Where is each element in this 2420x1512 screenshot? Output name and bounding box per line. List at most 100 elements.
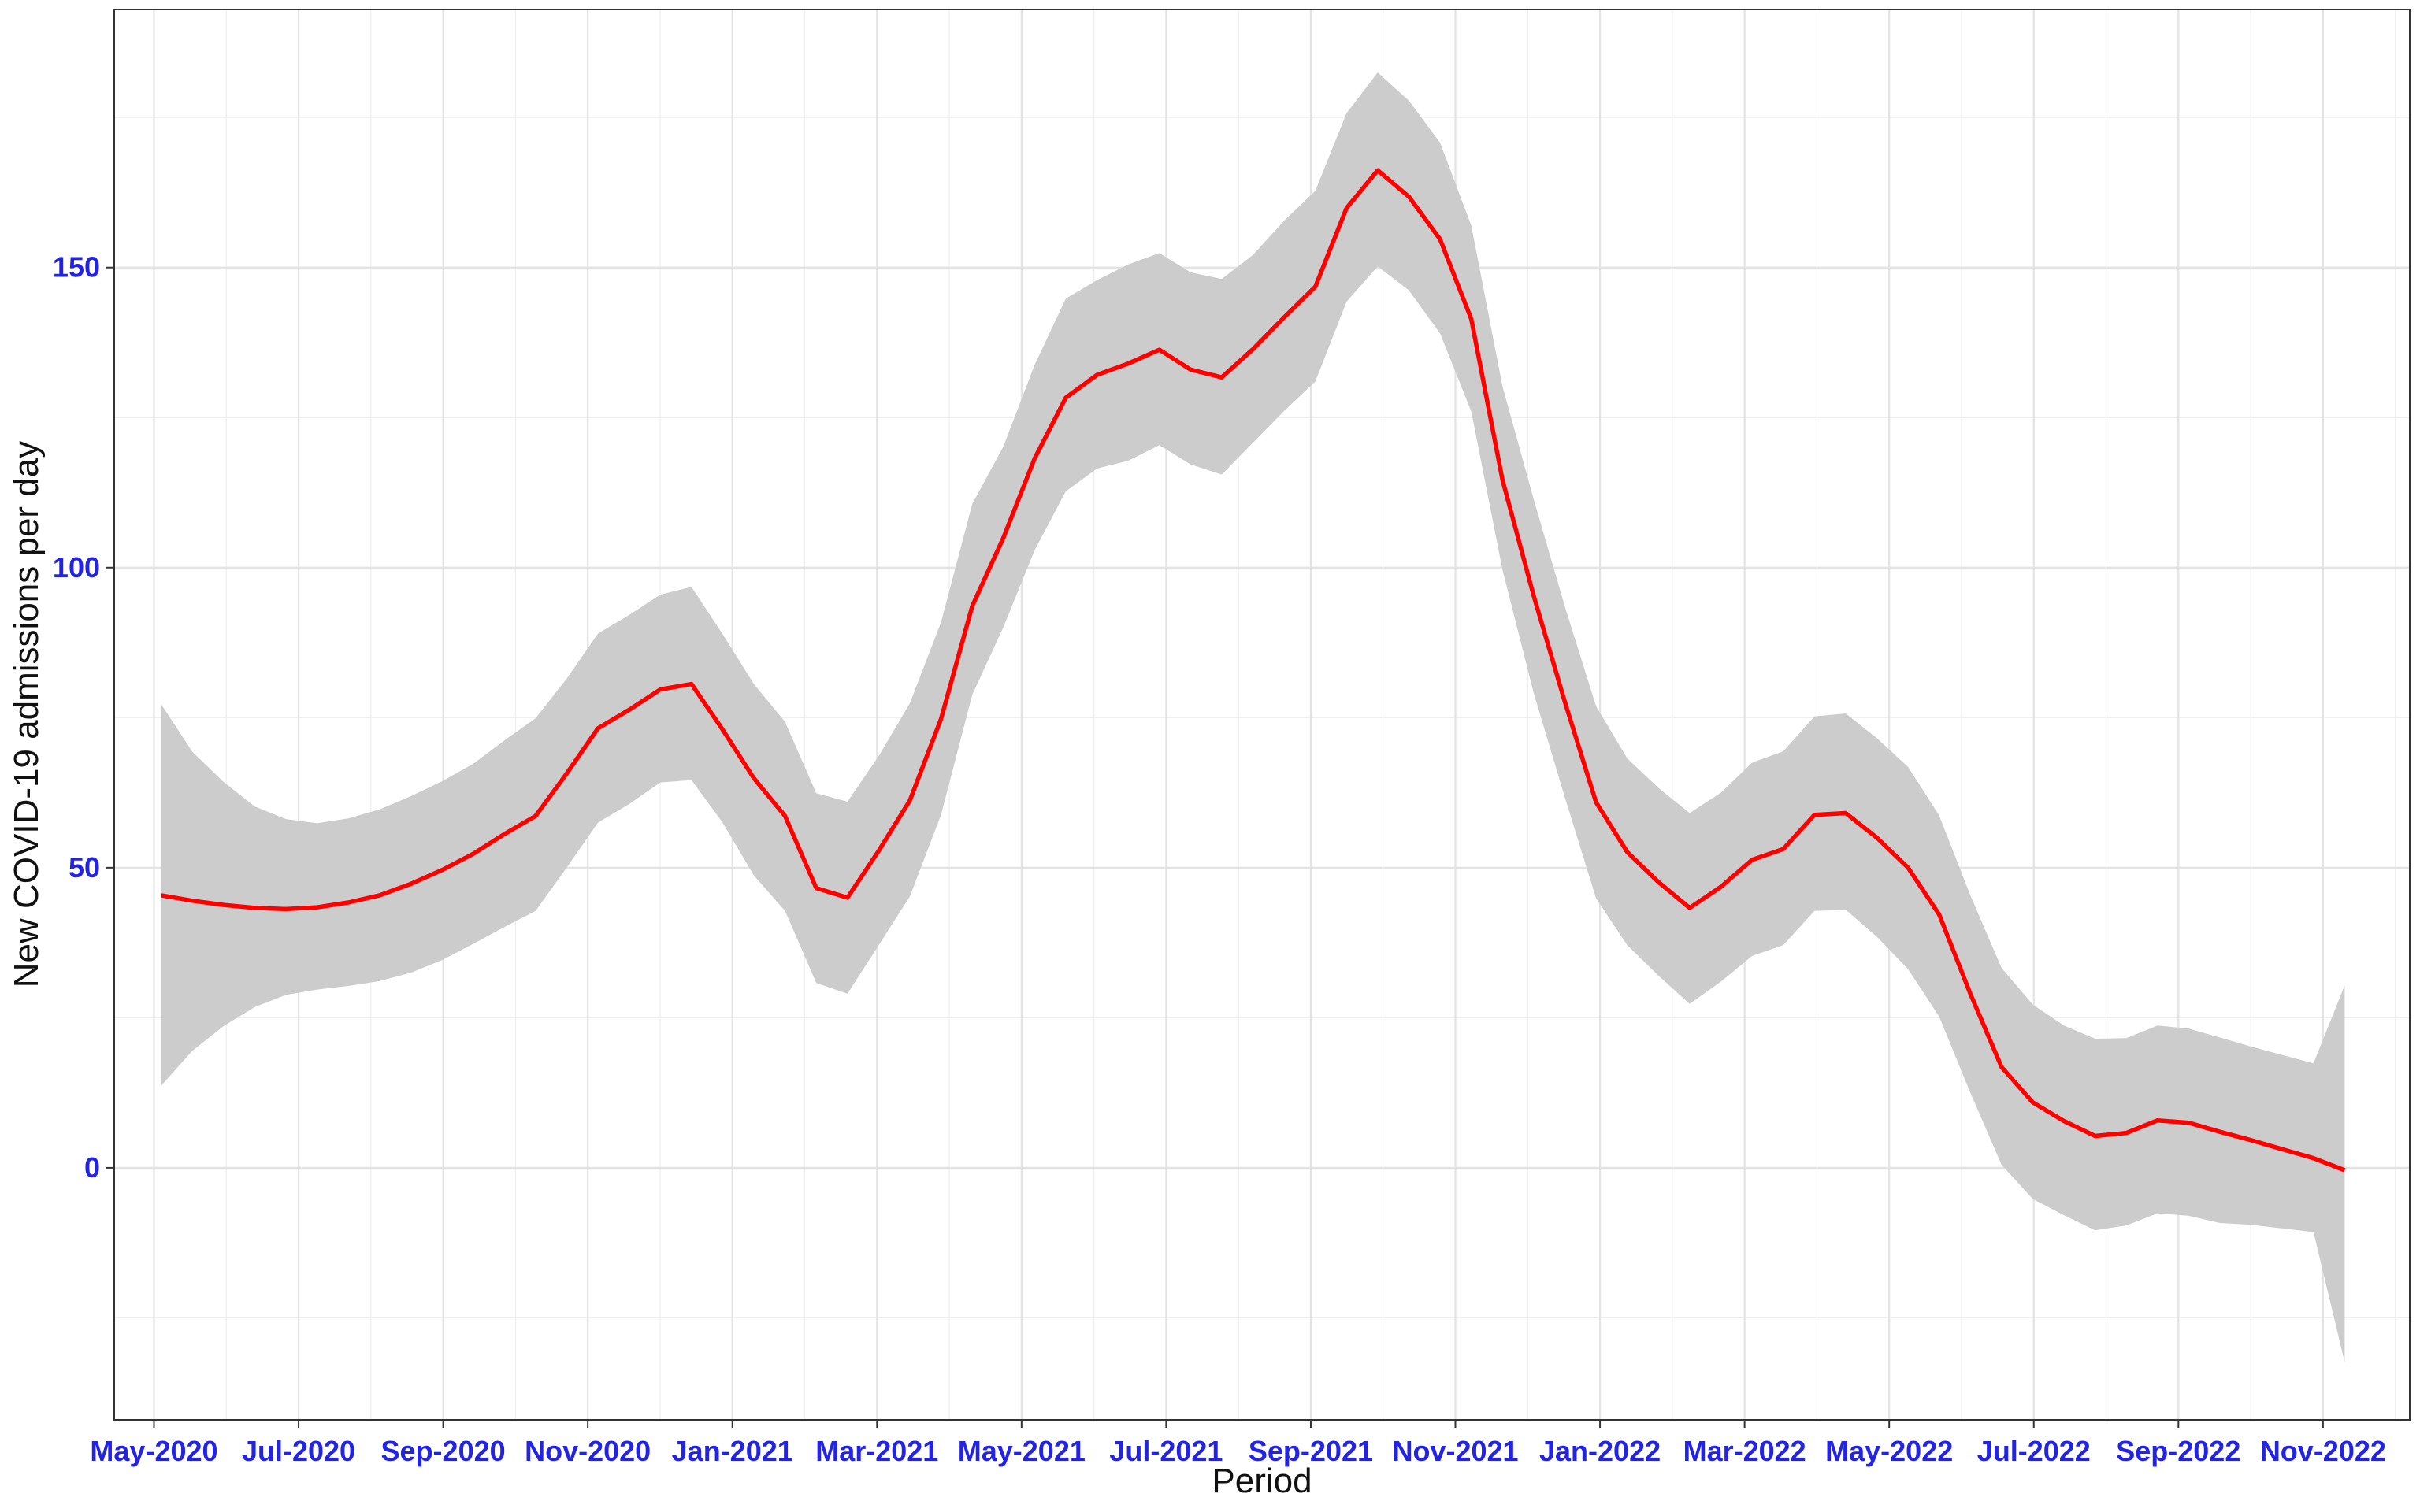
- fit-point-45: [1563, 700, 1568, 705]
- fit-point-41: [1438, 237, 1442, 242]
- fit-point-12: [533, 813, 538, 818]
- fit-point-6: [346, 900, 351, 905]
- plot-area: [159, 72, 2347, 1362]
- x-axis: May-2020 Jul-2020 Sep-2020 Nov-2020 Jan-2021…: [90, 1420, 2386, 1467]
- x-tick-label: Nov-2020: [525, 1435, 651, 1467]
- fit-point-39: [1375, 168, 1380, 172]
- fit-point-40: [1407, 195, 1412, 199]
- x-axis-title: Period: [1212, 1462, 1312, 1500]
- y-tick-label: 0: [84, 1151, 100, 1184]
- fit-point-33: [1188, 367, 1193, 372]
- fit-point-22: [845, 895, 850, 900]
- fit-point-62: [2093, 1134, 2098, 1139]
- fit-point-53: [1812, 813, 1817, 817]
- y-axis: 0 50 100 150: [53, 251, 114, 1184]
- fit-point-9: [440, 868, 444, 873]
- fit-point-31: [1126, 361, 1130, 366]
- fit-point-47: [1625, 850, 1630, 854]
- fit-point-69: [2311, 1156, 2316, 1161]
- fit-point-50: [1719, 884, 1724, 889]
- fit-point-38: [1344, 206, 1349, 210]
- x-tick-label: Jul-2022: [1977, 1435, 2091, 1467]
- fitted-line: [161, 168, 2346, 1173]
- fit-point-43: [1500, 478, 1505, 483]
- x-tick-label: Sep-2022: [2116, 1435, 2240, 1467]
- x-tick-label: Mar-2022: [1683, 1435, 1806, 1467]
- x-tick-label: Jan-2022: [1539, 1435, 1661, 1467]
- fit-point-55: [1875, 836, 1880, 840]
- y-tick-label: 100: [53, 551, 100, 584]
- fit-point-58: [1968, 991, 1973, 996]
- fit-point-5: [315, 905, 320, 910]
- fit-point-70: [2342, 1168, 2347, 1173]
- fit-point-34: [1219, 375, 1224, 380]
- fit-point-4: [284, 906, 288, 911]
- fit-point-13: [564, 771, 569, 776]
- x-tick-label: May-2022: [1825, 1435, 1953, 1467]
- fit-point-23: [876, 849, 881, 854]
- fit-point-67: [2249, 1138, 2254, 1143]
- fit-point-25: [939, 717, 944, 721]
- fit-point-15: [627, 707, 632, 712]
- fit-point-37: [1313, 284, 1318, 289]
- fit-point-24: [908, 799, 912, 803]
- fit-point-65: [2186, 1121, 2191, 1125]
- fit-point-2: [221, 902, 226, 907]
- x-tick-label: Jan-2021: [672, 1435, 793, 1467]
- x-tick-label: Jul-2021: [1109, 1435, 1223, 1467]
- y-tick-label: 50: [69, 851, 100, 884]
- fit-point-32: [1157, 347, 1162, 352]
- fit-point-28: [1032, 456, 1037, 461]
- fit-point-64: [2155, 1118, 2160, 1123]
- fit-point-61: [2062, 1119, 2066, 1124]
- fit-point-46: [1594, 800, 1598, 805]
- fit-point-11: [502, 832, 507, 836]
- fit-point-49: [1687, 906, 1692, 910]
- confidence-band: [161, 72, 2345, 1362]
- x-tick-label: Sep-2020: [381, 1435, 506, 1467]
- fit-point-16: [658, 687, 663, 692]
- fit-point-0: [159, 893, 164, 898]
- fit-point-27: [1001, 536, 1006, 540]
- fit-point-42: [1469, 317, 1474, 321]
- x-tick-label: Jul-2020: [242, 1435, 355, 1467]
- y-tick-label: 150: [53, 251, 100, 284]
- fit-point-36: [1282, 315, 1286, 320]
- fit-point-35: [1251, 346, 1256, 351]
- fit-point-19: [752, 776, 756, 780]
- fit-point-10: [471, 851, 476, 856]
- fit-point-51: [1750, 858, 1754, 862]
- fit-point-1: [190, 899, 195, 903]
- fit-point-14: [596, 726, 600, 731]
- fit-point-66: [2218, 1129, 2222, 1134]
- fit-point-68: [2280, 1147, 2285, 1151]
- fit-point-8: [408, 881, 413, 886]
- fit-point-60: [2030, 1100, 2035, 1105]
- x-tick-label: Mar-2021: [815, 1435, 938, 1467]
- fit-point-21: [814, 886, 818, 891]
- fit-point-56: [1906, 865, 1910, 870]
- x-tick-label: Sep-2021: [1249, 1435, 1373, 1467]
- fit-point-26: [970, 604, 974, 609]
- x-tick-label: Nov-2021: [1392, 1435, 1518, 1467]
- fit-point-17: [689, 682, 694, 687]
- fit-point-3: [252, 906, 257, 910]
- fit-point-57: [1937, 912, 1942, 917]
- y-axis-title: New COVID-19 admissions per day: [7, 441, 46, 988]
- fit-point-52: [1781, 847, 1786, 851]
- fit-point-48: [1656, 880, 1661, 884]
- fit-point-63: [2124, 1131, 2129, 1136]
- fit-point-29: [1063, 395, 1068, 400]
- fit-point-7: [377, 893, 382, 898]
- x-tick-label: May-2020: [90, 1435, 217, 1467]
- fit-point-30: [1095, 372, 1100, 377]
- fit-point-20: [783, 813, 788, 818]
- x-tick-label: Nov-2022: [2260, 1435, 2386, 1467]
- x-tick-label: May-2021: [958, 1435, 1086, 1467]
- fit-point-54: [1843, 811, 1848, 816]
- panel-border: [113, 9, 2411, 1421]
- fit-point-18: [720, 728, 725, 732]
- fit-point-44: [1531, 594, 1536, 598]
